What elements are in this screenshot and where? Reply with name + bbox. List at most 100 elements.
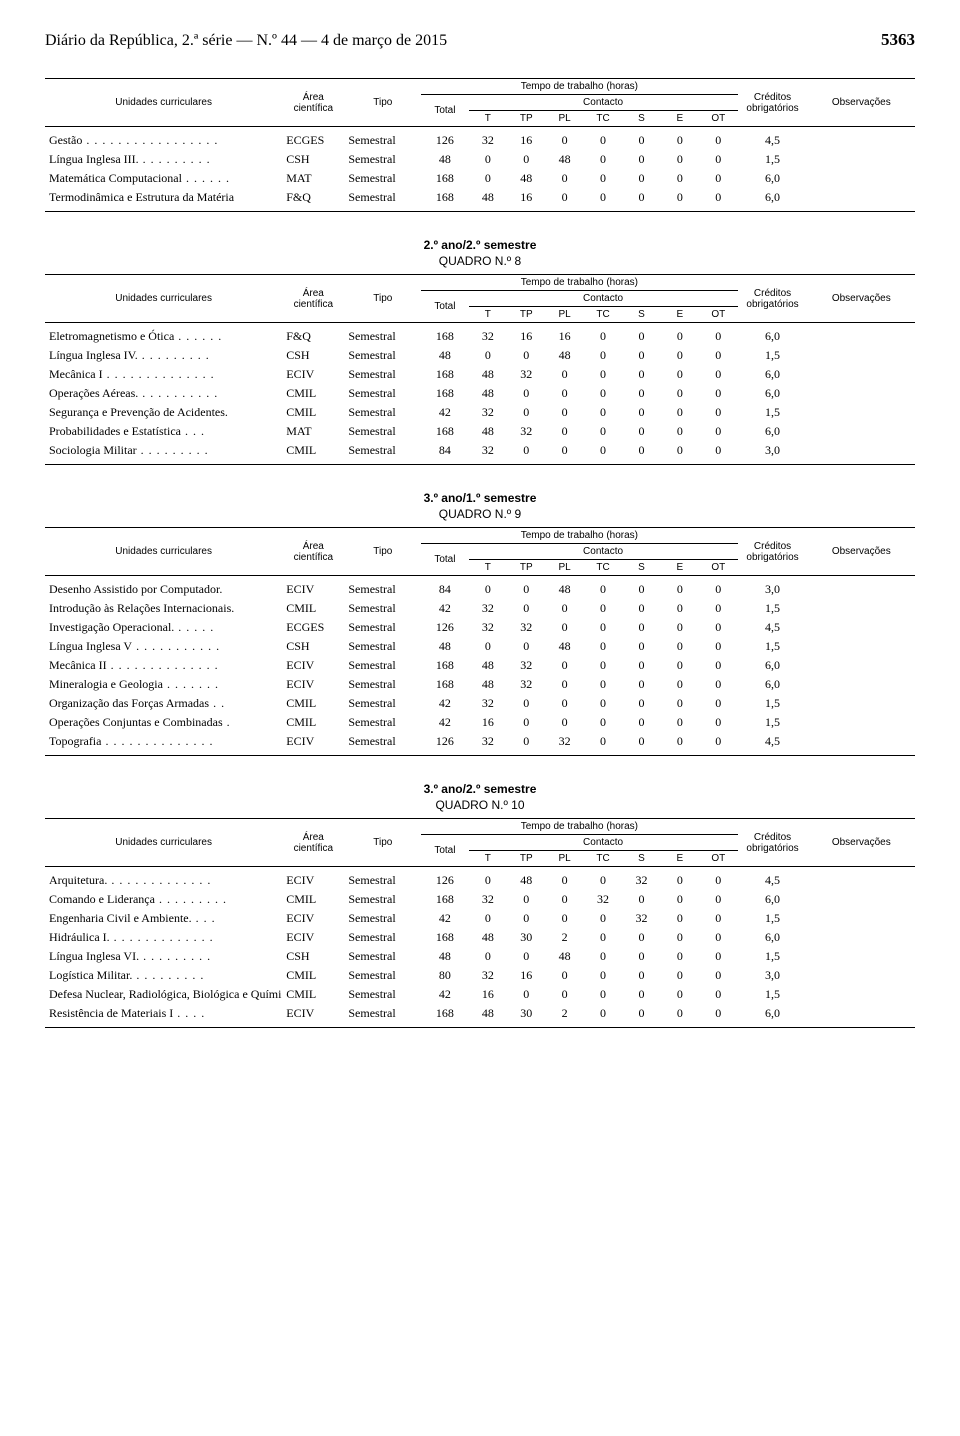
cell-obs <box>808 618 915 637</box>
cell-area: CMIL <box>282 441 344 465</box>
quadro-title: QUADRO N.º 10 <box>45 798 915 812</box>
cell-s: 0 <box>622 188 660 212</box>
cell-area: CMIL <box>282 384 344 403</box>
cell-total: 168 <box>421 169 468 188</box>
cell-t: 32 <box>469 403 507 422</box>
col-tipo: Tipo <box>344 819 421 867</box>
table-row: Mineralogia e Geologia . . . . . . . ECI… <box>45 675 915 694</box>
cell-s: 0 <box>622 599 660 618</box>
cell-e: 0 <box>661 966 699 985</box>
col-tempo: Tempo de trabalho (horas) <box>421 819 737 835</box>
cell-tipo: Semestral <box>344 403 421 422</box>
ano-semestre-title: 3.º ano/1.º semestre <box>45 491 915 505</box>
cell-area: CMIL <box>282 599 344 618</box>
cell-s: 0 <box>622 346 660 365</box>
cell-pl: 16 <box>545 323 583 347</box>
cell-cred: 6,0 <box>738 188 808 212</box>
cell-tp: 0 <box>507 694 545 713</box>
cell-s: 0 <box>622 150 660 169</box>
cell-cred: 6,0 <box>738 323 808 347</box>
cell-obs <box>808 928 915 947</box>
col-uc: Unidades curriculares <box>45 79 282 127</box>
col-s: S <box>622 307 660 323</box>
cell-total: 168 <box>421 188 468 212</box>
cell-e: 0 <box>661 985 699 1004</box>
cell-tp: 0 <box>507 985 545 1004</box>
table-row: Logística Militar. . . . . . . . . . CMI… <box>45 966 915 985</box>
cell-uc: Eletromagnetismo e Ótica . . . . . . <box>45 323 282 347</box>
cell-tp: 0 <box>507 732 545 756</box>
cell-e: 0 <box>661 169 699 188</box>
cell-uc: Mecânica II . . . . . . . . . . . . . . <box>45 656 282 675</box>
col-cred: Créditos obrigatórios <box>738 528 808 576</box>
cell-tp: 0 <box>507 713 545 732</box>
col-obs: Observações <box>808 528 915 576</box>
col-area: Área científica <box>282 819 344 867</box>
cell-e: 0 <box>661 947 699 966</box>
cell-tp: 16 <box>507 323 545 347</box>
cell-tipo: Semestral <box>344 1004 421 1028</box>
col-total: Total <box>421 291 468 323</box>
cell-area: ECGES <box>282 618 344 637</box>
cell-cred: 6,0 <box>738 169 808 188</box>
cell-tipo: Semestral <box>344 188 421 212</box>
col-area: Área científica <box>282 275 344 323</box>
cell-t: 0 <box>469 169 507 188</box>
cell-tc: 0 <box>584 909 622 928</box>
cell-area: CSH <box>282 150 344 169</box>
cell-cred: 3,0 <box>738 441 808 465</box>
cell-s: 0 <box>622 966 660 985</box>
cell-e: 0 <box>661 618 699 637</box>
cell-pl: 48 <box>545 576 583 600</box>
cell-tc: 0 <box>584 346 622 365</box>
cell-s: 0 <box>622 675 660 694</box>
cell-ot: 0 <box>699 576 737 600</box>
cell-s: 0 <box>622 947 660 966</box>
cell-t: 32 <box>469 694 507 713</box>
col-tipo: Tipo <box>344 528 421 576</box>
cell-tipo: Semestral <box>344 599 421 618</box>
cell-cred: 3,0 <box>738 966 808 985</box>
cell-tipo: Semestral <box>344 422 421 441</box>
cell-area: ECIV <box>282 576 344 600</box>
cell-pl: 0 <box>545 675 583 694</box>
curriculum-table: Unidades curricularesÁrea científicaTipo… <box>45 274 915 465</box>
cell-tc: 0 <box>584 966 622 985</box>
cell-obs <box>808 441 915 465</box>
cell-s: 0 <box>622 365 660 384</box>
cell-area: ECIV <box>282 909 344 928</box>
cell-tc: 0 <box>584 985 622 1004</box>
cell-pl: 0 <box>545 403 583 422</box>
cell-t: 16 <box>469 713 507 732</box>
cell-area: ECIV <box>282 928 344 947</box>
cell-t: 0 <box>469 947 507 966</box>
col-total: Total <box>421 95 468 127</box>
cell-total: 168 <box>421 928 468 947</box>
cell-pl: 48 <box>545 947 583 966</box>
cell-obs <box>808 1004 915 1028</box>
col-tc: TC <box>584 851 622 867</box>
cell-cred: 6,0 <box>738 422 808 441</box>
table-row: Língua Inglesa IV. . . . . . . . . . CSH… <box>45 346 915 365</box>
curriculum-table: Unidades curricularesÁrea científicaTipo… <box>45 78 915 212</box>
col-ot: OT <box>699 560 737 576</box>
cell-area: F&Q <box>282 188 344 212</box>
cell-total: 168 <box>421 323 468 347</box>
cell-pl: 0 <box>545 713 583 732</box>
cell-area: CMIL <box>282 890 344 909</box>
cell-obs <box>808 732 915 756</box>
cell-tc: 0 <box>584 188 622 212</box>
table-row: Segurança e Prevenção de Acidentes.CMILS… <box>45 403 915 422</box>
cell-pl: 0 <box>545 985 583 1004</box>
cell-pl: 48 <box>545 637 583 656</box>
cell-s: 0 <box>622 694 660 713</box>
cell-area: ECGES <box>282 127 344 151</box>
cell-ot: 0 <box>699 675 737 694</box>
cell-pl: 0 <box>545 365 583 384</box>
cell-pl: 0 <box>545 127 583 151</box>
col-tp: TP <box>507 307 545 323</box>
col-ot: OT <box>699 111 737 127</box>
cell-uc: Engenharia Civil e Ambiente. . . . <box>45 909 282 928</box>
cell-total: 48 <box>421 947 468 966</box>
cell-e: 0 <box>661 127 699 151</box>
